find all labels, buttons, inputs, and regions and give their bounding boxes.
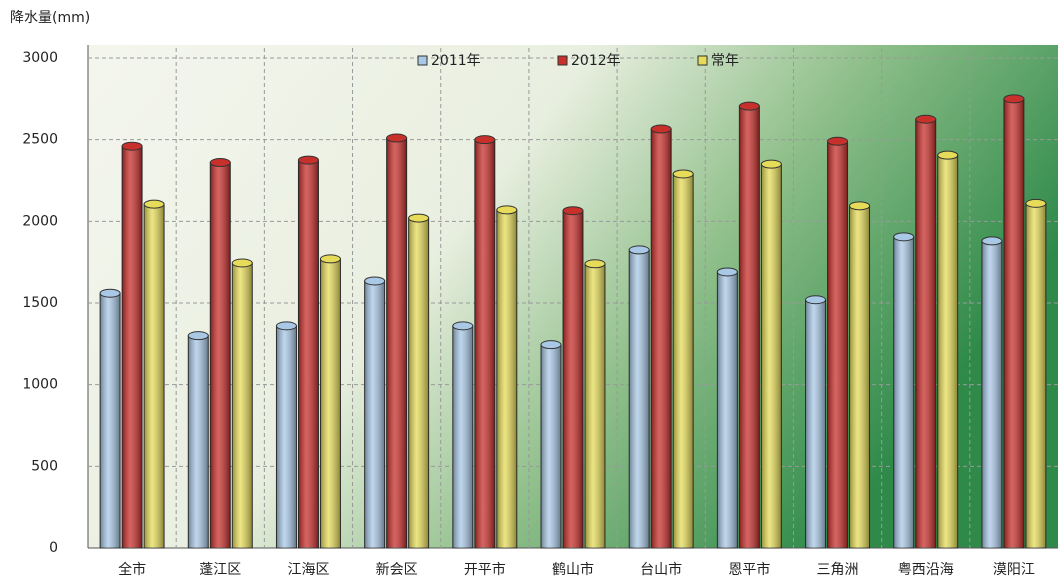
bar-shade: [915, 119, 936, 548]
y-tick-label: 1000: [22, 377, 58, 393]
x-tick-label: 鹤山市: [552, 561, 594, 578]
bar-shade: [496, 209, 517, 548]
bar-shade: [563, 210, 583, 548]
bar-cap: [827, 136, 849, 146]
bar-cap: [143, 199, 165, 209]
legend-label: 2011年: [431, 53, 481, 69]
bar-cap: [452, 321, 474, 331]
bar-shade: [408, 218, 429, 549]
x-tick-label: 三角洲: [817, 562, 859, 578]
x-tick-label: 台山市: [640, 561, 682, 578]
y-tick-label: 1500: [22, 295, 58, 311]
bar-cap: [540, 340, 562, 350]
bar-cap: [496, 205, 518, 215]
y-axis-title: 降水量(mm): [10, 10, 90, 26]
bar-cap: [386, 133, 408, 143]
bar-cap: [849, 201, 871, 211]
bar-cap: [915, 114, 937, 124]
bar-cap: [231, 258, 253, 268]
bar-cap: [805, 295, 827, 305]
bar-shade: [474, 139, 495, 548]
x-tick-label: 开平市: [464, 561, 506, 578]
bar-cap: [760, 159, 782, 169]
bar-shade: [232, 262, 253, 548]
bar-cap: [584, 259, 606, 269]
bar-cap: [650, 124, 672, 134]
bar-shade: [320, 258, 341, 548]
legend-label: 2012年: [571, 53, 621, 69]
bar-shade: [893, 236, 914, 548]
bar-shade: [1003, 98, 1024, 548]
y-tick-label: 0: [49, 540, 58, 556]
bar-cap: [364, 276, 386, 286]
bar-cap: [408, 213, 430, 223]
x-tick-label: 新会区: [376, 562, 418, 578]
bar-shade: [981, 240, 1002, 548]
bar-cap: [981, 236, 1003, 246]
x-tick-label: 全市: [118, 561, 146, 578]
bar-cap: [628, 245, 650, 255]
bar-shade: [100, 293, 121, 548]
bar-shade: [849, 205, 870, 549]
bar-shade: [673, 173, 694, 548]
legend-label: 常年: [711, 53, 739, 69]
bar-shade: [805, 299, 826, 548]
bar-shade: [298, 160, 319, 549]
bar-shade: [276, 325, 297, 548]
bar-shade: [629, 249, 650, 548]
x-tick-label: 漠阳江: [993, 562, 1035, 578]
x-tick-label: 粤西沿海: [898, 562, 954, 578]
bar-shade: [827, 141, 848, 549]
legend-swatch: [697, 55, 708, 66]
y-tick-label: 3000: [22, 50, 58, 66]
x-tick-label: 恩平市: [728, 561, 770, 578]
x-tick-label: 蓬江区: [199, 562, 241, 578]
y-tick-label: 2000: [22, 213, 58, 229]
bar-cap: [937, 150, 959, 160]
bar-shade: [386, 138, 407, 549]
bar-shade: [1025, 203, 1046, 548]
bar-shade: [188, 335, 209, 548]
bar-shade: [585, 263, 605, 548]
bar-cap: [562, 206, 584, 216]
bar-cap: [716, 267, 738, 277]
bar-shade: [364, 280, 385, 548]
bar-cap: [297, 155, 319, 165]
y-tick-label: 500: [31, 458, 58, 474]
bar-cap: [893, 232, 915, 242]
x-tick-label: 江海区: [287, 562, 329, 578]
bar-cap: [738, 101, 760, 111]
bar-cap: [275, 321, 297, 331]
bar-shade: [210, 162, 231, 549]
bar-cap: [187, 331, 209, 341]
legend-swatch: [417, 55, 428, 66]
legend-swatch: [557, 55, 568, 66]
bar-cap: [121, 141, 143, 151]
bar-shade: [122, 146, 143, 548]
bar-shade: [651, 129, 672, 549]
bar-shade: [541, 344, 561, 548]
bar-shade: [452, 325, 473, 548]
bar-shade: [717, 271, 738, 548]
bar-cap: [209, 158, 231, 168]
bar-shade: [761, 164, 782, 548]
bar-cap: [672, 169, 694, 179]
bar-cap: [99, 288, 121, 298]
bar-shade: [937, 155, 958, 548]
bar-cap: [1025, 198, 1047, 208]
bar-cap: [1003, 94, 1025, 104]
bar-shade: [144, 204, 165, 548]
bar-cap: [319, 254, 341, 264]
bar-cap: [474, 135, 496, 145]
bar-shade: [739, 106, 760, 548]
y-tick-label: 2500: [22, 132, 58, 148]
